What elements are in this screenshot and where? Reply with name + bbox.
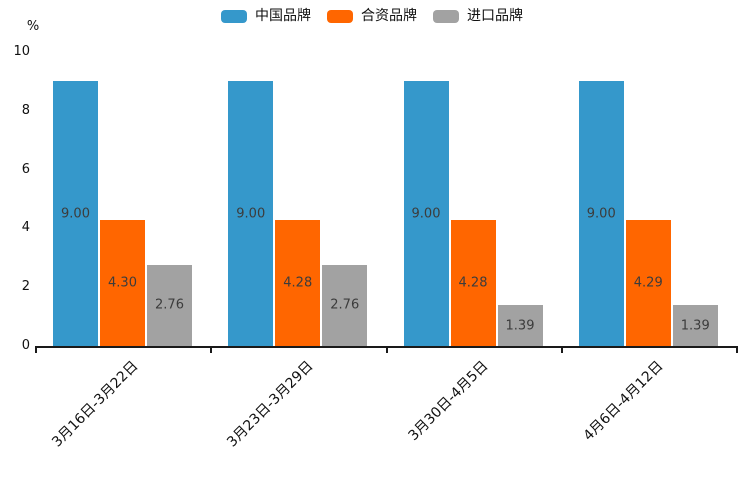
- x-axis-tick-mark: [210, 346, 213, 353]
- bar-s1-g0: 4.30: [100, 219, 145, 346]
- legend-label: 进口品牌: [467, 8, 523, 24]
- legend-swatch-icon: [221, 10, 247, 23]
- x-axis-tick-mark: [35, 346, 37, 353]
- bar-s2-g1: 2.76: [322, 264, 368, 346]
- bar-value-label: 4.30: [108, 275, 137, 291]
- y-axis-tick-label: 4: [21, 220, 30, 236]
- bar-value-label: 4.28: [458, 275, 488, 291]
- legend: 中国品牌 合资品牌 进口品牌: [0, 8, 744, 25]
- bar-s0-g3: 9.00: [578, 81, 624, 346]
- legend-label: 中国品牌: [255, 8, 311, 24]
- bar-value-label: 9.00: [411, 206, 441, 222]
- bar-value-label: 9.00: [236, 206, 266, 222]
- x-axis-tick-mark: [736, 346, 738, 353]
- x-axis-tick-mark: [385, 346, 388, 353]
- bar-s2-g0: 2.76: [147, 264, 192, 346]
- y-axis-tick-label: 8: [21, 102, 30, 118]
- y-axis-unit-label: %: [26, 19, 40, 34]
- legend-swatch-icon: [327, 10, 353, 23]
- x-axis-tick-mark: [560, 346, 563, 353]
- y-axis-tick-label: 2: [21, 279, 30, 295]
- x-axis-label: 4月6日-4月12日: [580, 358, 667, 445]
- bar-value-label: 1.39: [505, 318, 535, 334]
- bar-value-label: 1.39: [680, 318, 710, 334]
- bar-value-label: 2.76: [155, 297, 184, 313]
- x-axis-label: 3月30日-4月5日: [405, 358, 492, 445]
- bar-value-label: 4.28: [283, 275, 313, 291]
- x-axis-label: 3月16日-3月22日: [48, 358, 142, 451]
- bar-value-label: 9.00: [586, 206, 616, 222]
- bar-s0-g0: 9.00: [53, 81, 98, 346]
- bar-s0-g2: 9.00: [403, 81, 449, 346]
- bar-s1-g1: 4.28: [275, 220, 321, 346]
- bar-s2-g2: 1.39: [497, 305, 543, 346]
- x-axis-label: 3月23日-3月29日: [224, 358, 317, 451]
- legend-label: 合资品牌: [361, 8, 417, 24]
- bar-s1-g2: 4.28: [450, 220, 496, 346]
- bar-value-label: 9.00: [61, 206, 90, 222]
- bar-s2-g3: 1.39: [672, 305, 718, 346]
- bar-value-label: 4.29: [633, 275, 663, 291]
- legend-item-1: 合资品牌: [327, 8, 417, 25]
- legend-item-0: 中国品牌: [221, 8, 311, 25]
- legend-item-2: 进口品牌: [433, 8, 523, 25]
- y-axis-tick-label: 0: [21, 338, 30, 353]
- y-axis-tick-label: 10: [13, 44, 30, 59]
- bar-value-label: 2.76: [330, 297, 360, 313]
- bar-s1-g3: 4.29: [625, 219, 671, 346]
- bar-s0-g1: 9.00: [228, 81, 274, 346]
- legend-swatch-icon: [433, 10, 459, 23]
- y-axis-tick-label: 6: [21, 161, 30, 177]
